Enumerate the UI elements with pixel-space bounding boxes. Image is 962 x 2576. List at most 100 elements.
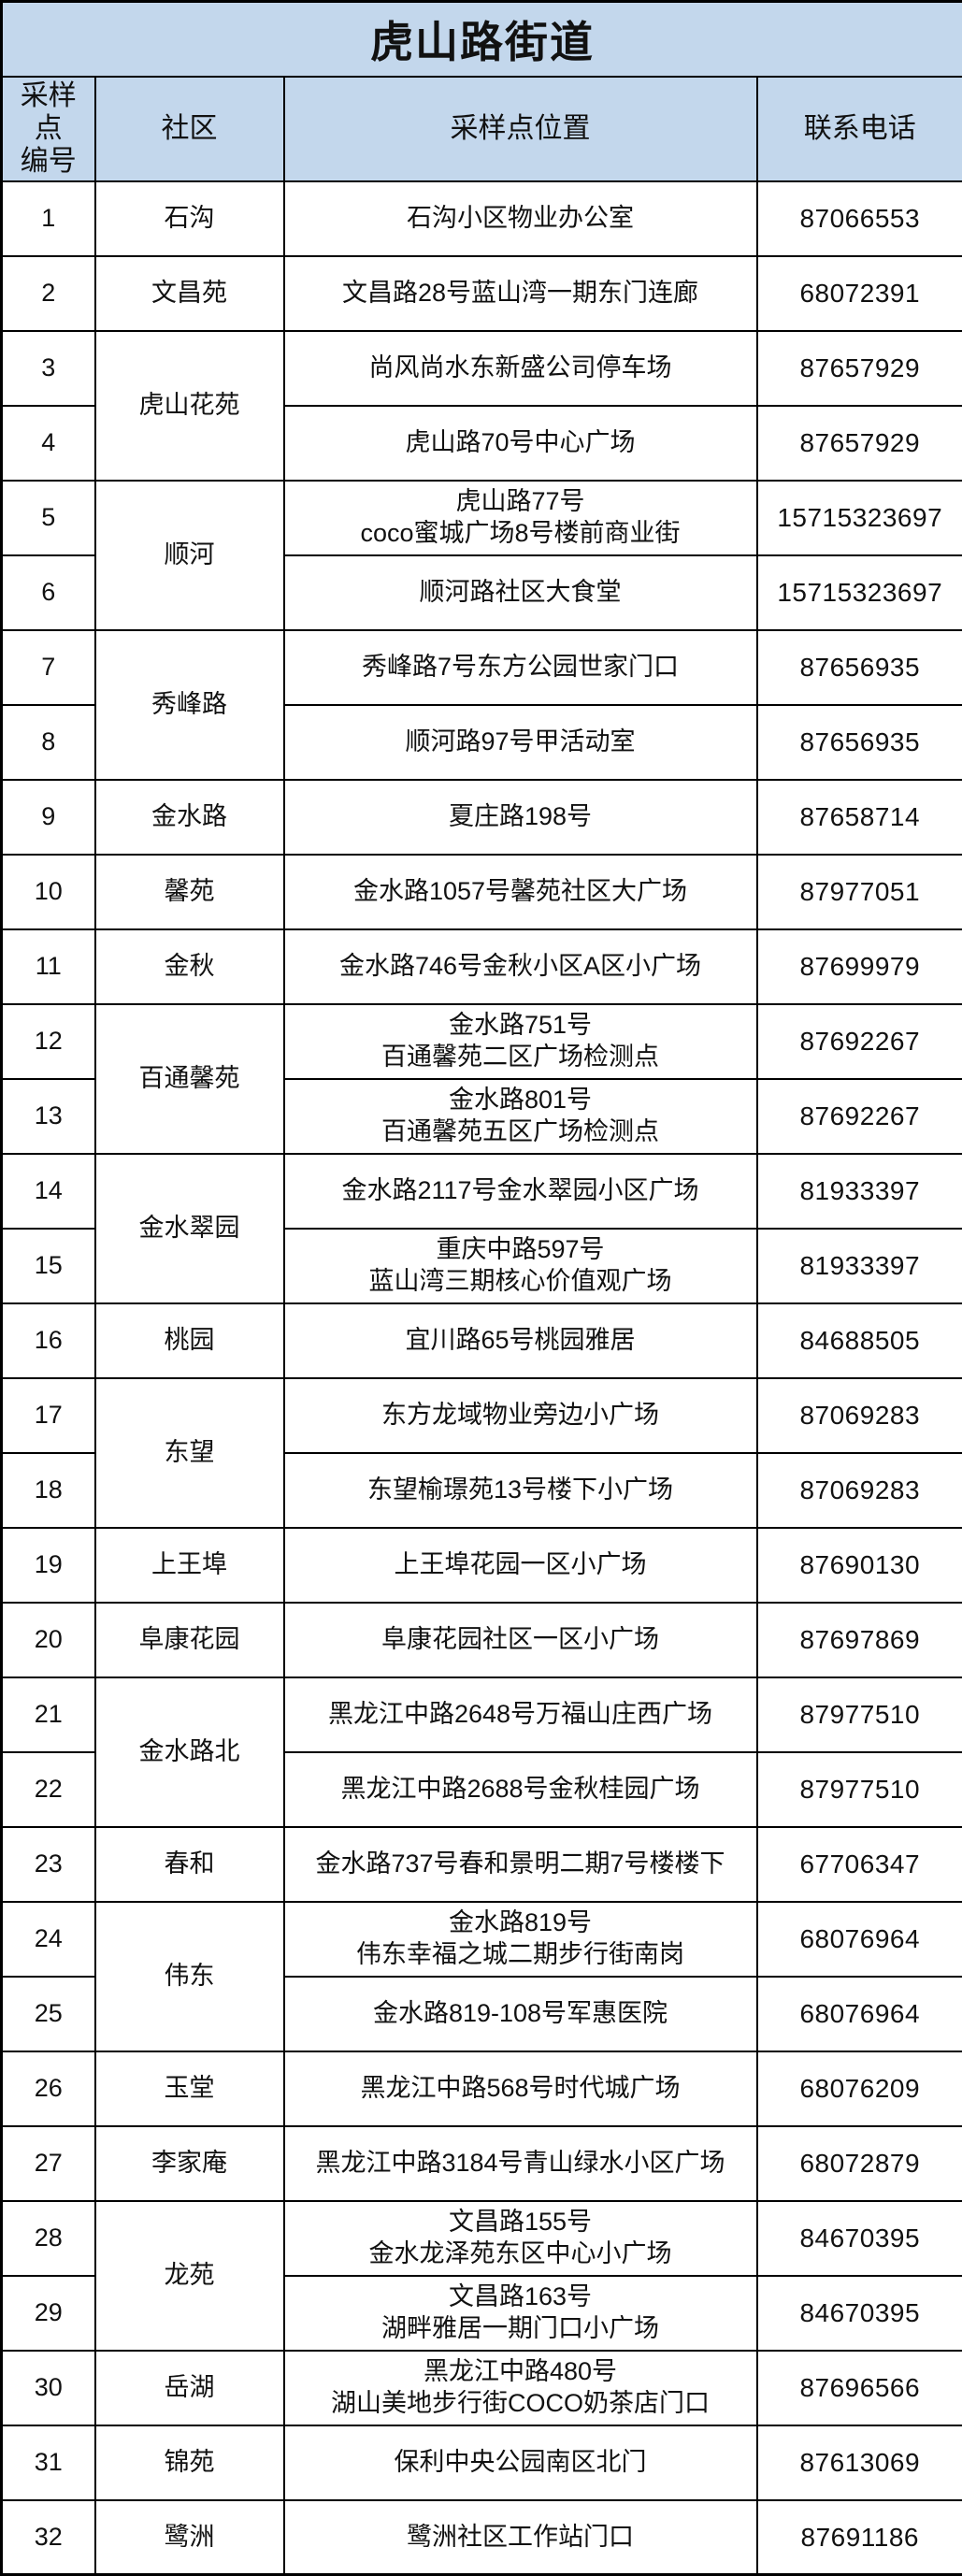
community-cell: 顺河 [95,481,284,630]
location-cell: 阜康花园社区一区小广场 [284,1603,757,1677]
sample-no-cell: 18 [2,1453,95,1528]
phone-cell: 84688505 [757,1303,962,1378]
phone-cell: 67706347 [757,1827,962,1902]
location-cell: 黑龙江中路2648号万福山庄西广场 [284,1677,757,1752]
community-cell: 虎山花苑 [95,331,284,481]
location-cell: 金水路746号金秋小区A区小广场 [284,929,757,1004]
location-cell: 东方龙域物业旁边小广场 [284,1378,757,1453]
location-cell: 宜川路65号桃园雅居 [284,1303,757,1378]
community-cell: 春和 [95,1827,284,1902]
phone-cell: 15715323697 [757,481,962,555]
location-cell: 黑龙江中路568号时代城广场 [284,2051,757,2126]
column-header-sample-no: 采样点 编号 [2,77,95,181]
phone-cell: 87656935 [757,630,962,705]
sample-no-cell: 16 [2,1303,95,1378]
location-cell: 虎山路70号中心广场 [284,406,757,481]
sample-no-cell: 12 [2,1004,95,1079]
location-cell: 虎山路77号 coco蜜城广场8号楼前商业街 [284,481,757,555]
sample-no-cell: 31 [2,2425,95,2500]
column-header-community: 社区 [95,77,284,181]
phone-cell: 87692267 [757,1079,962,1154]
sample-no-cell: 32 [2,2500,95,2575]
location-cell: 文昌路28号蓝山湾一期东门连廊 [284,256,757,331]
community-cell: 东望 [95,1378,284,1528]
community-cell: 金秋 [95,929,284,1004]
location-cell: 顺河路社区大食堂 [284,555,757,630]
phone-cell: 68076964 [757,1977,962,2051]
phone-cell: 68072879 [757,2126,962,2201]
community-cell: 文昌苑 [95,256,284,331]
community-cell: 秀峰路 [95,630,284,780]
location-cell: 黑龙江中路480号 湖山美地步行街COCO奶茶店门口 [284,2351,757,2425]
phone-cell: 87658714 [757,780,962,855]
phone-cell: 81933397 [757,1229,962,1303]
location-cell: 尚风尚水东新盛公司停车场 [284,331,757,406]
location-cell: 夏庄路198号 [284,780,757,855]
community-cell: 阜康花园 [95,1603,284,1677]
location-cell: 金水路819-108号军惠医院 [284,1977,757,2051]
location-cell: 金水路819号 伟东幸福之城二期步行街南岗 [284,1902,757,1977]
location-cell: 东望榆璟苑13号楼下小广场 [284,1453,757,1528]
phone-cell: 81933397 [757,1154,962,1229]
phone-cell: 87656935 [757,705,962,780]
location-cell: 黑龙江中路3184号青山绿水小区广场 [284,2126,757,2201]
phone-cell: 87690130 [757,1528,962,1603]
sample-no-cell: 9 [2,780,95,855]
column-header-phone: 联系电话 [757,77,962,181]
sample-no-cell: 30 [2,2351,95,2425]
community-cell: 锦苑 [95,2425,284,2500]
location-cell: 重庆中路597号 蓝山湾三期核心价值观广场 [284,1229,757,1303]
column-header-location: 采样点位置 [284,77,757,181]
phone-cell: 87069283 [757,1453,962,1528]
phone-cell: 87069283 [757,1378,962,1453]
phone-cell: 68076209 [757,2051,962,2126]
column-header-row: 采样点 编号 社区 采样点位置 联系电话 [2,77,962,181]
sample-no-cell: 2 [2,256,95,331]
sample-no-cell: 15 [2,1229,95,1303]
community-cell: 金水翠园 [95,1154,284,1303]
phone-cell: 87692267 [757,1004,962,1079]
location-cell: 金水路2117号金水翠园小区广场 [284,1154,757,1229]
phone-cell: 87691186 [757,2500,962,2575]
community-cell: 鹭洲 [95,2500,284,2575]
sample-no-cell: 4 [2,406,95,481]
community-cell: 龙苑 [95,2201,284,2351]
community-cell: 金水路北 [95,1677,284,1827]
sample-no-cell: 6 [2,555,95,630]
sample-no-cell: 20 [2,1603,95,1677]
community-cell: 桃园 [95,1303,284,1378]
community-cell: 馨苑 [95,855,284,929]
phone-cell: 68076964 [757,1902,962,1977]
phone-cell: 15715323697 [757,555,962,630]
sample-no-cell: 1 [2,181,95,256]
sample-no-cell: 13 [2,1079,95,1154]
location-cell: 鹭洲社区工作站门口 [284,2500,757,2575]
phone-cell: 68072391 [757,256,962,331]
sample-no-cell: 29 [2,2276,95,2351]
phone-cell: 84670395 [757,2201,962,2276]
sample-no-cell: 27 [2,2126,95,2201]
location-cell: 黑龙江中路2688号金秋桂园广场 [284,1752,757,1827]
sample-no-cell: 3 [2,331,95,406]
location-cell: 金水路737号春和景明二期7号楼楼下 [284,1827,757,1902]
page-title: 虎山路街道 [2,2,962,77]
phone-cell: 87699979 [757,929,962,1004]
